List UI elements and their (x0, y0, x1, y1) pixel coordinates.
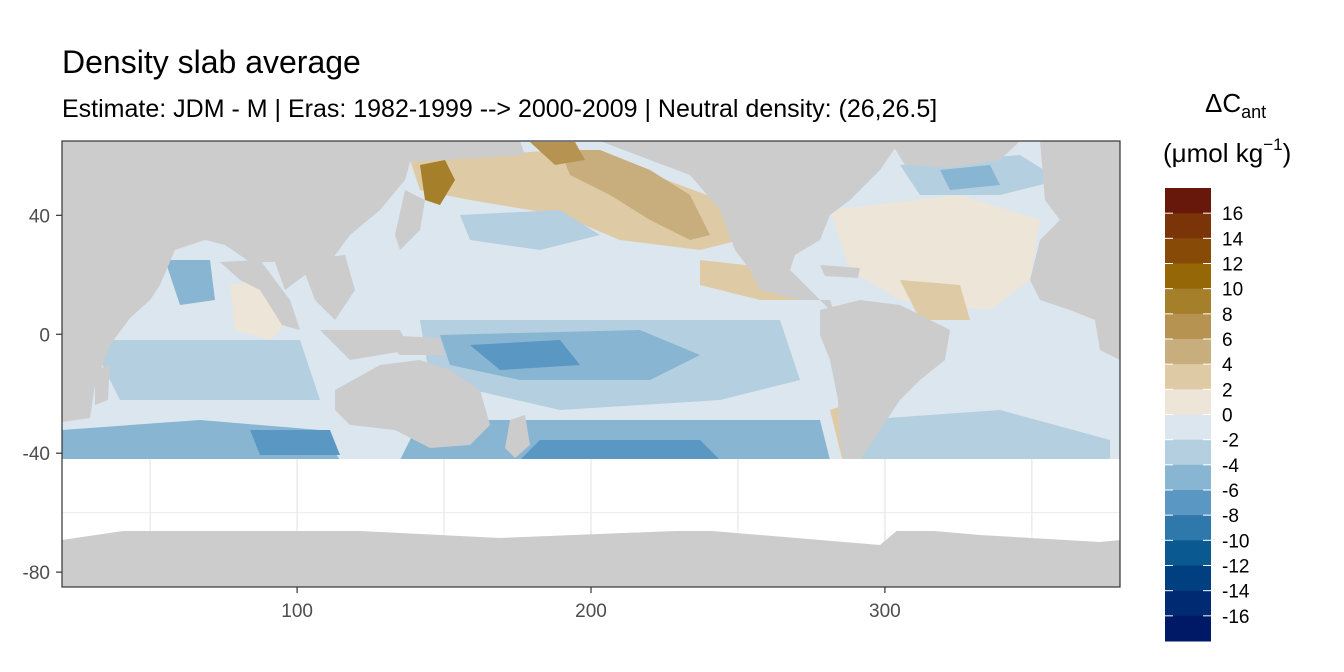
indian-south-deep-negative-patch (250, 430, 340, 455)
y-axis: 40 0 -40 -80 (23, 206, 62, 584)
y-tick-label: -80 (23, 563, 50, 584)
y-tick-label: 0 (39, 325, 50, 346)
colorbar-label: 16 (1222, 204, 1243, 225)
colorbar-label: 2 (1222, 380, 1233, 401)
antarctica-land (62, 528, 1120, 587)
colorbar-swatch (1165, 389, 1211, 415)
colorbar-label: 4 (1222, 355, 1233, 376)
colorbar-label: 14 (1222, 229, 1244, 250)
x-tick-label: 100 (281, 601, 313, 622)
colorbar-swatch (1165, 313, 1211, 340)
legend-title-sub: ant (1241, 102, 1266, 122)
arabian-sea-negative-patch (165, 260, 215, 305)
colorbar-label: 12 (1222, 255, 1243, 276)
chart-subtitle: Estimate: JDM - M | Eras: 1982-1999 --> … (62, 95, 937, 123)
colorbar-label: 0 (1222, 406, 1233, 427)
new-zealand-land (505, 415, 530, 458)
colorbar-swatch (1165, 288, 1211, 315)
alaska-positive-patch (560, 150, 710, 240)
colorbar-label: -16 (1222, 607, 1249, 628)
plot-panel (61, 140, 1121, 588)
north-america-land (600, 141, 900, 315)
south-asia-land (220, 260, 300, 330)
colorbar-label: 8 (1222, 305, 1233, 326)
legend-unit: (μmol kg−1) (1163, 135, 1291, 168)
field-patches (62, 142, 1110, 470)
bering-positive-patch (530, 142, 585, 165)
southern-ocean-deep-negative-patch (520, 440, 720, 460)
colorbar-swatch (1165, 540, 1211, 566)
legend: ΔCant (μmol kg−1) 16 14 12 10 8 6 4 2 0 -2 -4 -6 -8 -… (1163, 88, 1291, 642)
colorbar-swatch (1165, 238, 1211, 264)
madagascar-land (95, 365, 110, 405)
colorbar-label: -8 (1222, 506, 1239, 527)
colorbar-label: -4 (1222, 456, 1239, 477)
y-tick-label: 40 (29, 206, 50, 227)
grid-overlay (62, 459, 1120, 531)
new-guinea-land (380, 335, 445, 355)
colorbar-label: -14 (1222, 582, 1250, 603)
y-tick-label: -40 (23, 444, 50, 465)
colorbar-label: -12 (1222, 557, 1249, 578)
australia-land (335, 360, 490, 448)
legend-title: ΔCant (1205, 88, 1266, 122)
legend-title-main: ΔC (1205, 88, 1241, 118)
south-america-land (820, 300, 950, 470)
kamchatka-positive-patch (420, 160, 455, 205)
colorbar-label: -2 (1222, 431, 1239, 452)
colorbar-swatch (1165, 464, 1211, 491)
japan-land (395, 190, 425, 250)
colorbar-swatch (1165, 490, 1211, 516)
colorbar-swatch (1165, 263, 1211, 290)
x-axis: 100 200 300 (281, 587, 901, 622)
colorbar-swatch (1165, 565, 1211, 592)
atlantic-north-positive-patch (900, 280, 970, 320)
colorbar-swatch (1165, 515, 1211, 541)
colorbar-label: 10 (1222, 280, 1243, 301)
colorbar: 16 14 12 10 8 6 4 2 0 -2 -4 -6 -8 -10 -12 -14 -16 (1165, 188, 1250, 642)
colorbar-swatch (1165, 339, 1211, 365)
colorbar-swatch (1165, 188, 1211, 214)
legend-unit-sup: −1 (1263, 135, 1282, 154)
north-pacific-positive-patch (410, 150, 740, 250)
africa-eurasia-land (62, 141, 525, 422)
south-atlantic-negative-patch (860, 410, 1110, 460)
colorbar-swatch (1165, 213, 1211, 239)
indian-ocean-mid-negative-patch (90, 340, 320, 400)
kuroshio-negative-patch (460, 210, 600, 250)
x-tick-label: 200 (575, 601, 607, 622)
land-masses (62, 141, 1120, 587)
colorbar-swatch (1165, 364, 1211, 390)
europe-africa-east-land (1030, 141, 1120, 360)
colorbar-label: 6 (1222, 330, 1233, 351)
x-tick-label: 300 (869, 601, 901, 622)
legend-unit-suffix: ) (1283, 138, 1292, 168)
colorbar-swatch (1165, 414, 1211, 441)
colorbar-swatch (1165, 439, 1211, 466)
indochina-land (300, 255, 355, 320)
legend-unit-prefix: (μmol kg (1163, 138, 1263, 168)
colorbar-swatch (1165, 590, 1211, 617)
labrador-negative-patch (940, 165, 1000, 190)
atlantic-positive-patch (830, 195, 1040, 310)
caribbean-land (820, 265, 860, 278)
greenland-land (890, 141, 1020, 168)
deep-central-pacific-negative-patch (470, 340, 580, 370)
colorbar-swatch (1165, 615, 1211, 642)
chart-title: Density slab average (62, 44, 361, 80)
colorbar-label: -6 (1222, 481, 1239, 502)
colorbar-label: -10 (1222, 531, 1249, 552)
